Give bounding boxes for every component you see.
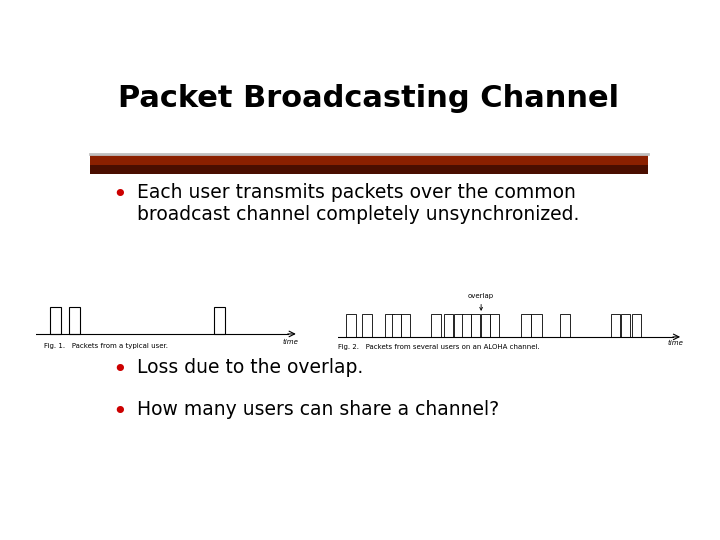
Bar — [471, 314, 480, 337]
Bar — [431, 314, 441, 337]
Bar — [631, 314, 641, 337]
Text: time: time — [667, 340, 683, 346]
Bar — [90, 154, 648, 165]
Bar — [392, 314, 402, 337]
Bar — [50, 307, 60, 334]
Bar — [454, 314, 463, 337]
Text: •: • — [112, 358, 127, 382]
Text: •: • — [112, 400, 127, 423]
Text: Fig. 1.   Packets from a typical user.: Fig. 1. Packets from a typical user. — [44, 343, 168, 349]
Text: •: • — [112, 183, 127, 207]
Bar — [384, 314, 394, 337]
Bar — [361, 314, 372, 337]
Text: Fig. 2.   Packets from several users on an ALOHA channel.: Fig. 2. Packets from several users on an… — [338, 344, 540, 350]
Bar — [521, 314, 531, 337]
Text: Packet Broadcasting Channel: Packet Broadcasting Channel — [118, 84, 620, 112]
Bar — [214, 307, 225, 334]
Text: How many users can share a channel?: How many users can share a channel? — [138, 400, 500, 419]
Bar — [559, 314, 570, 337]
Bar — [90, 165, 648, 174]
Bar — [621, 314, 630, 337]
Bar — [490, 314, 499, 337]
Bar — [481, 314, 490, 337]
Text: Each user transmits packets over the common
broadcast channel completely unsynch: Each user transmits packets over the com… — [138, 183, 580, 224]
Bar — [611, 314, 620, 337]
Text: time: time — [282, 339, 298, 345]
Bar — [69, 307, 80, 334]
Bar — [346, 314, 356, 337]
Bar — [462, 314, 471, 337]
Bar — [402, 314, 410, 337]
Bar — [444, 314, 453, 337]
Bar — [531, 314, 541, 337]
Text: Loss due to the overlap.: Loss due to the overlap. — [138, 358, 364, 377]
Text: overlap: overlap — [468, 293, 494, 310]
